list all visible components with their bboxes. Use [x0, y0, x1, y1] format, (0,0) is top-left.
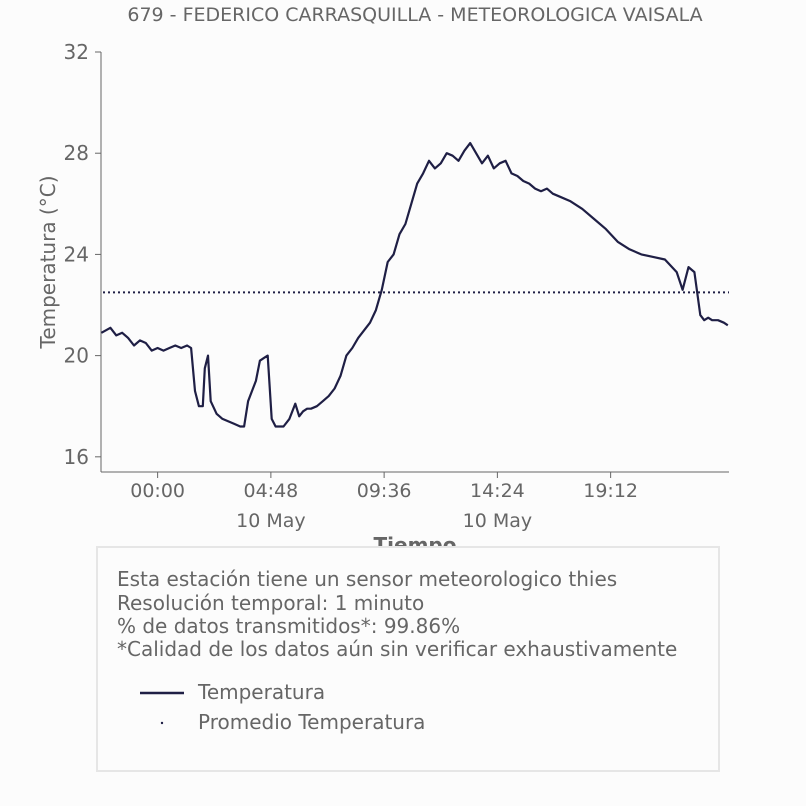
info-box: Esta estación tiene un sensor meteorolog… [96, 546, 720, 772]
x-tick-date-label: 10 May [236, 510, 306, 532]
info-resolution: Resolución temporal: 1 minuto [117, 591, 425, 615]
y-tick-label: 32 [64, 40, 89, 64]
x-tick-label: 04:48 [243, 480, 298, 502]
legend-swatches [140, 691, 184, 725]
x-tick-date-label: 10 May [463, 510, 533, 532]
legend-promedio-label: Promedio Temperatura [198, 710, 426, 734]
y-tick-label: 28 [64, 141, 89, 165]
y-tick-label: 24 [64, 242, 89, 266]
x-tick-label: 09:36 [357, 480, 412, 502]
y-tick-label: 16 [64, 445, 89, 469]
x-tick-label: 14:24 [470, 480, 525, 502]
chart-title: 679 - FEDERICO CARRASQUILLA - METEOROLOG… [127, 4, 702, 26]
y-axis-label: Temperatura (°C) [36, 175, 60, 349]
x-tick-label: 19:12 [583, 480, 638, 502]
info-transmitted: % de datos transmitidos*: 99.86% [117, 614, 461, 638]
y-tick-label: 20 [64, 344, 89, 368]
info-sensor: Esta estación tiene un sensor meteorolog… [117, 567, 618, 591]
x-tick-label: 00:00 [130, 480, 185, 502]
legend-promedio-swatch [160, 721, 164, 725]
legend-temperatura-label: Temperatura [198, 680, 326, 704]
plot-area: 16 20 24 28 32 00:00 04:48 10 May 09:36 14:24 10 M… [64, 40, 729, 532]
info-quality-note: *Calidad de los datos aún sin verificar … [117, 637, 678, 661]
temperatura-series-line [100, 142, 729, 428]
